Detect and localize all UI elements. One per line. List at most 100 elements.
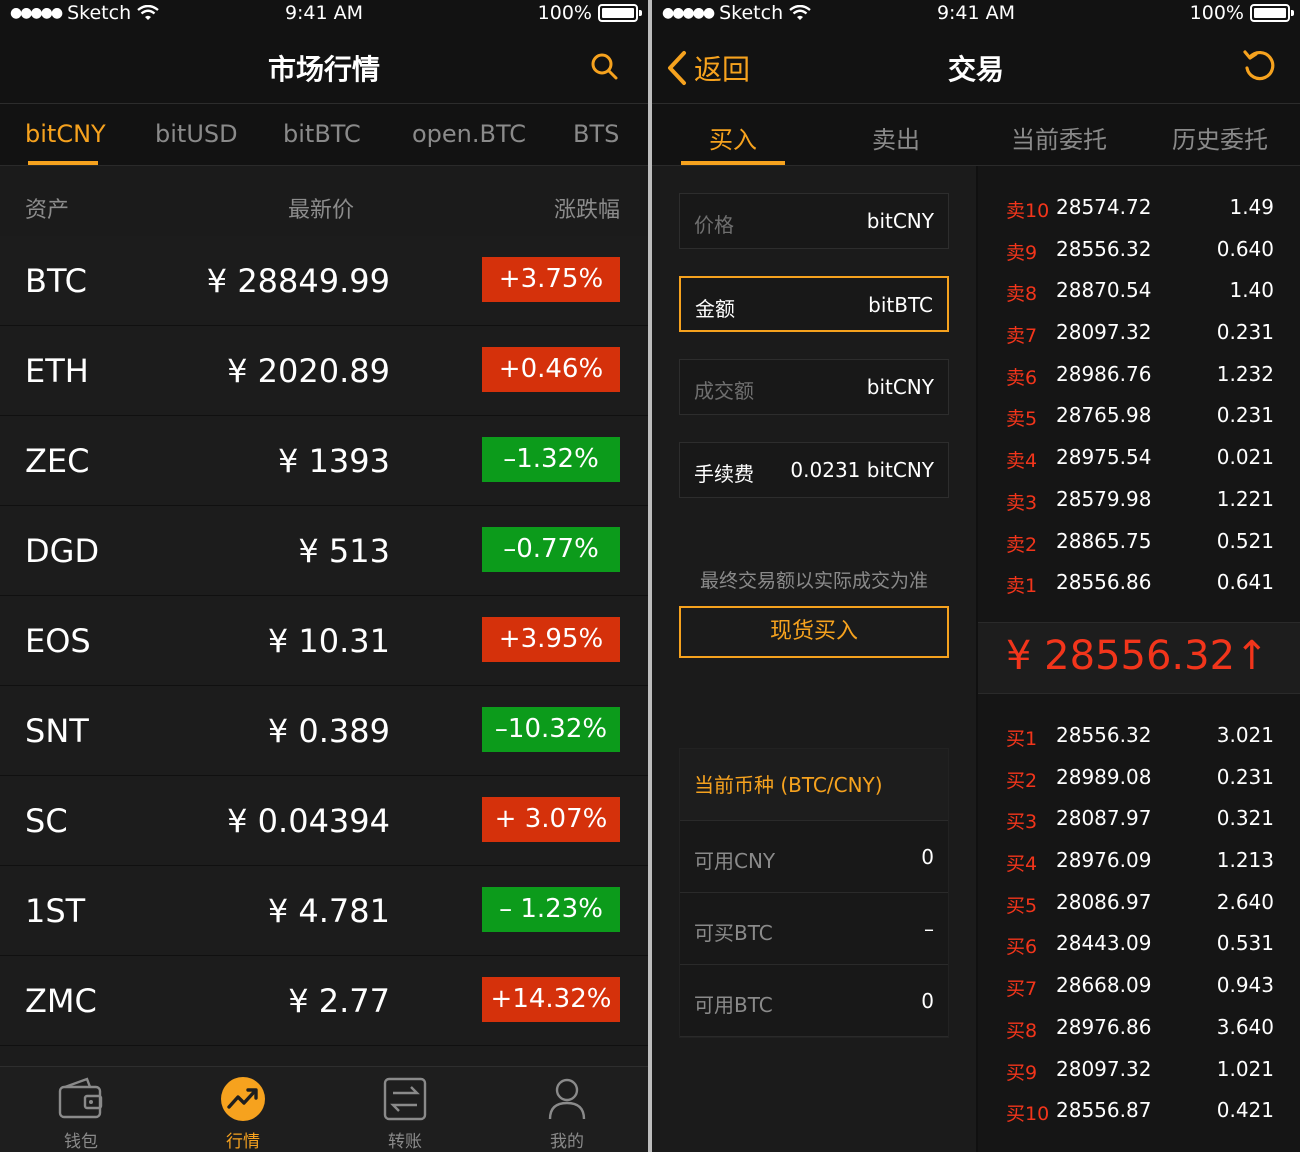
tab-order-history[interactable]: 历史委托 xyxy=(1172,126,1268,154)
search-icon[interactable] xyxy=(590,52,618,80)
buy-order-row[interactable]: 买10 28556.87 0.421 xyxy=(978,1089,1300,1131)
sell-order-row[interactable]: 卖10 28574.72 1.49 xyxy=(978,186,1300,228)
tabbar-transfer-label: 转账 xyxy=(388,1132,422,1152)
market-row[interactable]: BTC ¥ 28849.99 +3.75% xyxy=(0,236,648,326)
order-price: 28087.97 xyxy=(1056,806,1152,831)
change-badge: + 3.07% xyxy=(482,797,620,842)
nav-bar: 市场行情 xyxy=(0,28,648,104)
market-row[interactable]: DGD ¥ 513 –0.77% xyxy=(0,506,648,596)
buy-order-row[interactable]: 买7 28668.09 0.943 xyxy=(978,964,1300,1006)
price-input[interactable]: 价格 bitCNY xyxy=(679,193,949,249)
order-price: 28556.86 xyxy=(1056,570,1152,595)
asset-price: ¥ 0.04394 xyxy=(227,802,390,840)
market-row[interactable]: SC ¥ 0.04394 + 3.07% xyxy=(0,776,648,866)
order-qty: 0.231 xyxy=(1216,320,1274,345)
sell-order-row[interactable]: 卖3 28579.98 1.221 xyxy=(978,478,1300,520)
buy-order-row[interactable]: 买6 28443.09 0.531 xyxy=(978,922,1300,964)
sell-order-row[interactable]: 卖7 28097.32 0.231 xyxy=(978,311,1300,353)
tab-sell[interactable]: 卖出 xyxy=(872,126,920,154)
tabbar-profile[interactable]: 我的 xyxy=(486,1067,648,1152)
sell-order-row[interactable]: 卖8 28870.54 1.40 xyxy=(978,269,1300,311)
order-level: 卖9 xyxy=(1006,241,1038,264)
sell-order-row[interactable]: 卖4 28975.54 0.021 xyxy=(978,436,1300,478)
market-row[interactable]: SNT ¥ 0.389 –10.32% xyxy=(0,686,648,776)
market-row[interactable]: ZMC ¥ 2.77 +14.32% xyxy=(0,956,648,1046)
order-qty: 0.421 xyxy=(1216,1098,1274,1123)
total-input[interactable]: 成交额 bitCNY xyxy=(679,359,949,415)
order-qty: 1.232 xyxy=(1216,361,1274,386)
order-qty: 2.640 xyxy=(1216,889,1274,914)
header-asset: 资产 xyxy=(25,198,70,223)
sell-order-row[interactable]: 卖9 28556.32 0.640 xyxy=(978,228,1300,270)
order-level: 买6 xyxy=(1006,936,1038,959)
tabbar-transfer[interactable]: 转账 xyxy=(324,1067,486,1152)
total-input-label: 成交额 xyxy=(694,379,754,403)
market-row[interactable]: 1ST ¥ 4.781 – 1.23% xyxy=(0,866,648,956)
order-level: 买7 xyxy=(1006,978,1038,1001)
tab-bar: 钱包 行情 转账 我的 xyxy=(0,1066,648,1152)
buy-order-row[interactable]: 买5 28086.97 2.640 xyxy=(978,881,1300,923)
balance-value: 0 xyxy=(921,989,934,1013)
order-price: 28574.72 xyxy=(1056,195,1152,219)
back-button[interactable]: 返回 xyxy=(666,48,750,88)
tab-open-orders[interactable]: 当前委托 xyxy=(1011,126,1107,154)
order-price: 28556.32 xyxy=(1056,236,1152,261)
market-row[interactable]: EOS ¥ 10.31 +3.95% xyxy=(0,596,648,686)
sell-order-row[interactable]: 卖2 28865.75 0.521 xyxy=(978,520,1300,562)
tabbar-wallet[interactable]: 钱包 xyxy=(0,1067,162,1152)
asset-symbol: ZMC xyxy=(25,982,97,1020)
amount-input[interactable]: 金额 bitBTC xyxy=(679,276,949,332)
sell-order-row[interactable]: 卖5 28765.98 0.231 xyxy=(978,394,1300,436)
order-price: 28865.75 xyxy=(1056,528,1152,553)
buy-order-row[interactable]: 买4 28976.09 1.213 xyxy=(978,839,1300,881)
tab-bitcny[interactable]: bitCNY xyxy=(25,120,106,148)
order-price: 28556.87 xyxy=(1056,1098,1152,1123)
market-row[interactable]: ZEC ¥ 1393 –1.32% xyxy=(0,416,648,506)
tab-bitbtc[interactable]: bitBTC xyxy=(283,120,361,148)
order-qty: 0.321 xyxy=(1216,806,1274,831)
buy-order-row[interactable]: 买8 28976.86 3.640 xyxy=(978,1006,1300,1048)
buy-order-row[interactable]: 买3 28087.97 0.321 xyxy=(978,797,1300,839)
market-row[interactable]: ETH ¥ 2020.89 +0.46% xyxy=(0,326,648,416)
carrier: Sketch xyxy=(719,2,784,24)
tabbar-market[interactable]: 行情 xyxy=(162,1067,324,1152)
list-header: 资产 最新价 涨跌幅 xyxy=(0,166,648,236)
trade-screen: ●●●●● Sketch 9:41 AM 100% 返回 交易 买入 卖出 当前… xyxy=(652,0,1300,1152)
buy-order-row[interactable]: 买9 28097.32 1.021 xyxy=(978,1048,1300,1090)
buy-order-row[interactable]: 买1 28556.32 3.021 xyxy=(978,714,1300,756)
order-level: 卖4 xyxy=(1006,450,1038,473)
spot-buy-button[interactable]: 现货买入 xyxy=(679,606,949,658)
order-price: 28976.86 xyxy=(1056,1014,1152,1039)
order-level: 卖3 xyxy=(1006,491,1038,514)
sell-order-row[interactable]: 卖1 28556.86 0.641 xyxy=(978,561,1300,603)
order-level: 买2 xyxy=(1006,769,1038,792)
refresh-icon[interactable] xyxy=(1242,48,1278,84)
buy-order-row[interactable]: 买2 28989.08 0.231 xyxy=(978,756,1300,798)
wallet-icon xyxy=(58,1077,103,1119)
order-book: 卖10 28574.72 1.49 卖9 28556.32 0.640 卖8 28870.54… xyxy=(976,166,1300,1152)
balance-value: – xyxy=(924,917,934,941)
asset-symbol: BTC xyxy=(25,262,87,300)
header-price: 最新价 xyxy=(288,198,355,223)
tab-buy[interactable]: 买入 xyxy=(709,126,757,154)
order-qty: 0.531 xyxy=(1216,931,1274,956)
asset-price: ¥ 4.781 xyxy=(267,892,390,930)
order-qty: 0.231 xyxy=(1216,403,1274,428)
order-level: 卖10 xyxy=(1006,200,1050,222)
order-qty: 1.021 xyxy=(1216,1056,1274,1081)
tab-bitusd[interactable]: bitUSD xyxy=(155,120,238,148)
tab-openbtc[interactable]: open.BTC xyxy=(412,120,526,148)
balance-key: 可用BTC xyxy=(694,993,773,1017)
order-qty: 1.213 xyxy=(1216,848,1274,873)
order-price: 28975.54 xyxy=(1056,445,1152,470)
balance-key: 可用CNY xyxy=(694,849,776,873)
order-price: 28986.76 xyxy=(1056,361,1152,386)
sell-order-row[interactable]: 卖6 28986.76 1.232 xyxy=(978,353,1300,395)
tab-bts[interactable]: BTS xyxy=(573,120,620,148)
signal-icon: ●●●●● xyxy=(10,5,63,21)
order-qty: 3.021 xyxy=(1216,723,1274,747)
order-price: 28097.32 xyxy=(1056,1056,1152,1081)
balance-panel: 当前币种 (BTC/CNY) 可用CNY 0 可买BTC – 可用BTC 0 xyxy=(679,748,949,1038)
order-level: 买8 xyxy=(1006,1019,1038,1042)
page-title: 市场行情 xyxy=(267,53,380,86)
